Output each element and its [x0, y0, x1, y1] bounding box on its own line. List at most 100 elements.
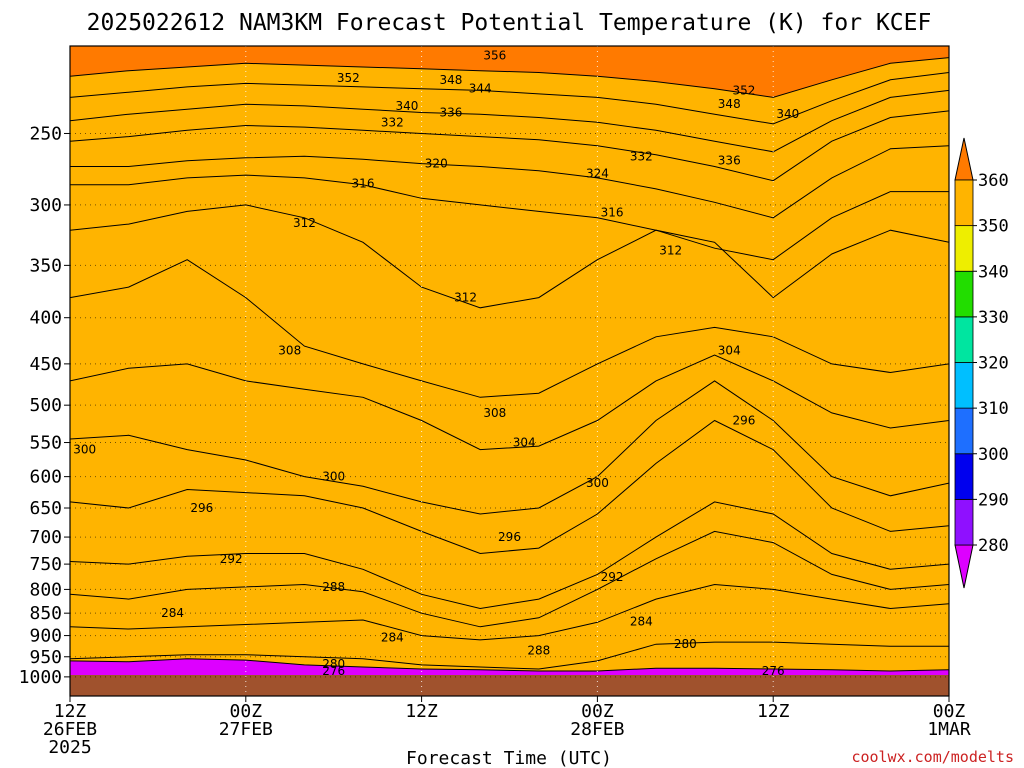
contour-line-316	[70, 174, 949, 261]
contour-label: 348	[439, 73, 462, 87]
contour-label: 348	[718, 97, 741, 111]
contour-label: 280	[674, 637, 697, 651]
contour-label: 284	[381, 631, 404, 645]
contour-label: 280	[322, 657, 345, 671]
watermark: coolwx.com/modelts	[851, 748, 1014, 766]
x-axis-label: Forecast Time (UTC)	[406, 748, 612, 768]
x-tick-label: 1MAR	[927, 719, 971, 740]
contour-label: 284	[630, 614, 653, 628]
contour-line-320	[70, 145, 949, 219]
y-tick-label: 300	[29, 195, 62, 216]
plot-area	[70, 46, 949, 696]
contour-label: 320	[425, 157, 448, 171]
contour-label: 336	[718, 154, 741, 168]
contour-label: 296	[732, 414, 755, 428]
x-tick-label: 27FEB	[219, 719, 273, 740]
y-tick-label: 900	[29, 626, 62, 647]
contour-label: 304	[718, 344, 741, 358]
y-tick-label: 700	[29, 527, 62, 548]
colorbar-band-340	[954, 225, 974, 272]
colorbar-band-280	[954, 498, 974, 546]
y-tick-label: 600	[29, 467, 62, 488]
y-tick-label: 250	[29, 123, 62, 144]
contour-line-304	[70, 354, 949, 451]
y-tick-label: 1000	[19, 667, 62, 688]
colorbar-tick-label: 340	[978, 262, 1009, 282]
contour-label: 308	[483, 406, 506, 420]
contour-label: 300	[73, 443, 96, 457]
contour-line-284	[70, 583, 949, 641]
y-tick-label: 800	[29, 579, 62, 600]
x-tick-label: 12Z	[54, 701, 87, 722]
contour-line-312	[70, 204, 949, 309]
contour-label: 284	[161, 606, 184, 620]
colorbar-triangle-low	[954, 544, 974, 589]
contour-label: 340	[776, 107, 799, 121]
ground-strip	[70, 675, 949, 696]
colorbar-tick-label: 350	[978, 217, 1009, 237]
colorbar-band-290	[954, 453, 974, 500]
contour-label: 292	[601, 570, 624, 584]
colorbar-band-300	[954, 407, 974, 455]
colorbar-triangle-high	[954, 137, 974, 181]
contour-label: 276	[322, 664, 345, 678]
contour-line-332	[70, 110, 949, 182]
contour-label: 300	[586, 476, 609, 490]
x-tick-label: 12Z	[405, 701, 438, 722]
colorbar-band-310	[954, 362, 974, 409]
contour-label: 312	[659, 244, 682, 258]
contour-label: 336	[439, 106, 462, 120]
contour-line-300	[70, 380, 949, 515]
x-tick-label: 12Z	[757, 701, 790, 722]
colorbar-tick-label: 330	[978, 308, 1009, 328]
contour-label: 344	[469, 82, 492, 96]
y-tick-label: 950	[29, 647, 62, 668]
colorbar-tick-label: 360	[978, 171, 1009, 191]
contour-line-280	[70, 641, 949, 670]
x-tick-label: 00Z	[933, 701, 966, 722]
y-tick-label: 400	[29, 308, 62, 329]
contour-label: 340	[395, 99, 418, 113]
contour-label: 312	[454, 291, 477, 305]
contour-line-276	[70, 658, 949, 672]
colorbar-tick-label: 310	[978, 399, 1009, 419]
contour-label: 352	[732, 83, 755, 97]
x-tick-label: 2025	[48, 737, 91, 758]
contour-label: 316	[352, 176, 375, 190]
x-tick-label: 28FEB	[570, 719, 624, 740]
contour-label: 332	[630, 149, 653, 163]
plot-frame	[69, 45, 950, 697]
x-tick-label: 00Z	[230, 701, 263, 722]
contour-label: 292	[220, 552, 243, 566]
contour-label: 324	[586, 167, 609, 181]
y-tick-label: 450	[29, 354, 62, 375]
contour-line-348	[70, 72, 949, 125]
contour-label: 288	[322, 580, 345, 594]
contour-line-308	[70, 259, 949, 398]
contour-line-296	[70, 419, 949, 555]
colorbar-tick-label: 300	[978, 445, 1009, 465]
colorbar: 280 290 300 310 320 330 340 350 360	[954, 137, 1009, 589]
contour-label: 312	[293, 216, 316, 230]
contour-label: 308	[278, 344, 301, 358]
y-tick-label: 750	[29, 554, 62, 575]
chart-title: 2025022612 NAM3KM Forecast Potential Tem…	[87, 10, 932, 36]
contour-label: 356	[483, 49, 506, 63]
contour-line-292	[70, 501, 949, 610]
y-tick-label: 850	[29, 603, 62, 624]
contour-label: 352	[337, 71, 360, 85]
colorbar-tick-label: 280	[978, 536, 1009, 556]
fill-below-356	[70, 57, 949, 696]
contour-label: 296	[498, 530, 521, 544]
y-tick-label: 350	[29, 255, 62, 276]
contour-label: 304	[513, 436, 536, 450]
y-tick-label: 650	[29, 498, 62, 519]
colorbar-tick-label: 320	[978, 354, 1009, 374]
contour-label: 300	[322, 470, 345, 484]
contour-label: 316	[601, 206, 624, 220]
colorbar-tick-label: 290	[978, 490, 1009, 510]
contour-line-340	[70, 89, 949, 153]
y-tick-label: 500	[29, 395, 62, 416]
